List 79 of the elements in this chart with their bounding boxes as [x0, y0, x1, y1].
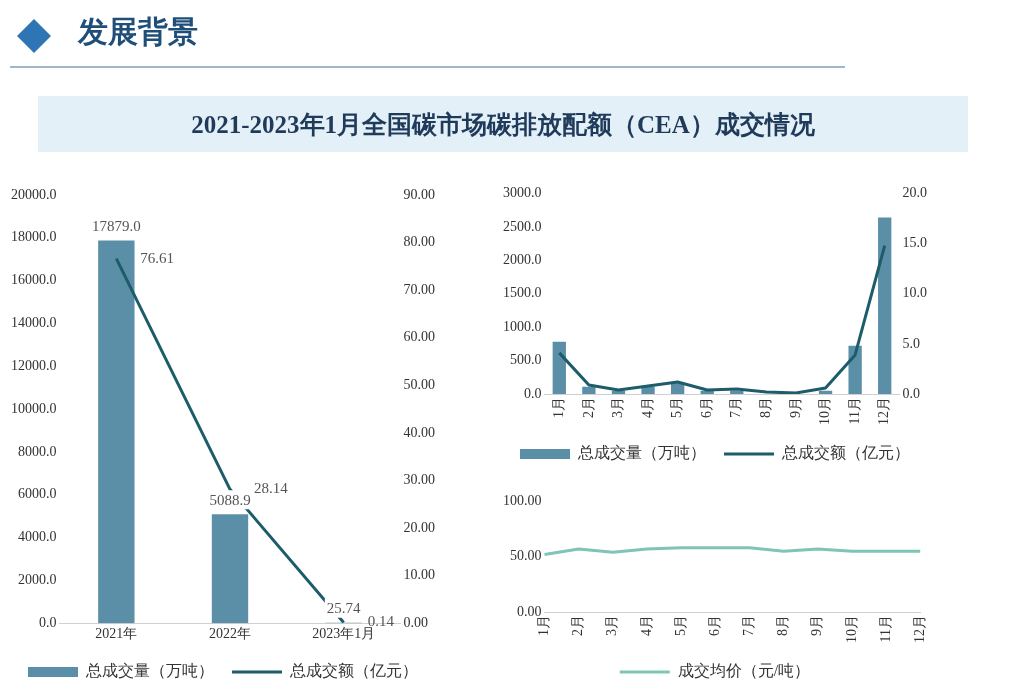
y-tick-label: 1000.0	[503, 318, 542, 334]
y2-tick-label: 70.00	[403, 281, 435, 297]
y-tick-label: 2500.0	[503, 218, 542, 234]
y-tick-label: 500.0	[510, 352, 542, 368]
x-tick-label: 12月	[911, 615, 927, 643]
y2-tick-label: 20.0	[902, 185, 927, 201]
x-tick-label: 10月	[843, 615, 859, 643]
legend-label: 总成交额（亿元）	[781, 444, 910, 462]
y2-tick-label: 50.00	[403, 376, 435, 392]
y2-tick-label: 40.00	[403, 424, 435, 440]
bar	[98, 240, 135, 624]
y-tick-label: 8000.0	[18, 443, 57, 459]
legend-label: 总成交量（万吨）	[85, 662, 214, 680]
x-tick-label: 2021年	[95, 626, 138, 642]
y-tick-label: 4000.0	[18, 529, 57, 545]
x-tick-label: 6月	[706, 615, 722, 636]
y2-tick-label: 10.00	[403, 567, 435, 583]
legend-label: 成交均价（元/吨）	[677, 662, 811, 680]
x-tick-label: 8月	[758, 397, 774, 418]
data-label: 76.61	[140, 249, 175, 266]
x-tick-label: 4月	[639, 397, 655, 418]
bar	[641, 386, 655, 394]
x-tick-label: 5月	[669, 397, 685, 418]
x-tick-label: 7月	[741, 615, 757, 636]
y-tick-label: 12000.0	[11, 357, 57, 373]
legend-label: 总成交量（万吨）	[577, 444, 706, 462]
bar	[552, 341, 566, 394]
y-tick-label: 16000.0	[11, 272, 57, 288]
y2-tick-label: 20.00	[403, 519, 435, 535]
x-tick-label: 3月	[610, 397, 626, 418]
y-tick-label: 14000.0	[11, 315, 57, 331]
bar	[582, 386, 596, 394]
x-tick-label: 2022年	[209, 626, 251, 642]
x-tick-label: 9月	[809, 615, 825, 636]
x-tick-label: 10月	[817, 397, 833, 425]
y2-tick-label: 5.0	[902, 335, 920, 351]
data-label: 17879.0	[91, 217, 141, 234]
y2-tick-label: 15.0	[902, 235, 927, 251]
x-tick-label: 11月	[846, 397, 862, 425]
x-tick-label: 6月	[698, 397, 714, 418]
x-tick-label: 3月	[604, 615, 620, 636]
data-label: 5088.9	[209, 491, 251, 508]
y-tick-label: 0.0	[39, 614, 57, 630]
x-tick-label: 8月	[775, 615, 791, 636]
y2-tick-label: 80.00	[403, 234, 435, 250]
y-tick-label: 3000.0	[503, 185, 542, 201]
data-label: 28.14	[254, 480, 289, 497]
y2-tick-label: 0.00	[403, 614, 428, 630]
y-tick-label: 50.00	[510, 548, 542, 564]
y2-tick-label: 0.0	[902, 385, 920, 401]
y-tick-label: 6000.0	[18, 486, 57, 502]
y-tick-label: 20000.0	[11, 186, 57, 202]
y-tick-label: 10000.0	[11, 400, 57, 416]
y-tick-label: 2000.0	[503, 251, 542, 267]
y-tick-label: 18000.0	[11, 229, 57, 245]
bar	[878, 217, 892, 394]
y2-tick-label: 30.00	[403, 472, 435, 488]
x-tick-label: 1月	[550, 397, 566, 418]
y2-tick-label: 10.0	[902, 285, 927, 301]
x-tick-label: 7月	[728, 397, 744, 418]
bar	[211, 514, 249, 624]
x-tick-label: 12月	[876, 397, 892, 425]
legend-label: 总成交额（亿元）	[289, 662, 418, 680]
y-tick-label: 2000.0	[18, 572, 57, 588]
x-tick-label: 2月	[580, 397, 596, 418]
x-tick-label: 2月	[570, 615, 586, 636]
x-tick-label: 4月	[638, 615, 654, 636]
y-tick-label: 100.00	[503, 493, 542, 509]
y2-tick-label: 90.00	[403, 186, 435, 202]
data-label: 25.74	[326, 600, 362, 617]
x-tick-label: 11月	[877, 615, 893, 643]
x-tick-label: 5月	[672, 615, 688, 636]
x-tick-label: 9月	[787, 397, 803, 418]
bar	[848, 345, 862, 394]
y-tick-label: 1500.0	[503, 285, 542, 301]
text: 发展背景	[78, 14, 198, 50]
y2-tick-label: 60.00	[403, 329, 435, 345]
text: 2021-2023年1月全国碳市场碳排放配额（CEA）成交情况	[38, 96, 968, 152]
y-tick-label: 0.0	[524, 385, 542, 401]
